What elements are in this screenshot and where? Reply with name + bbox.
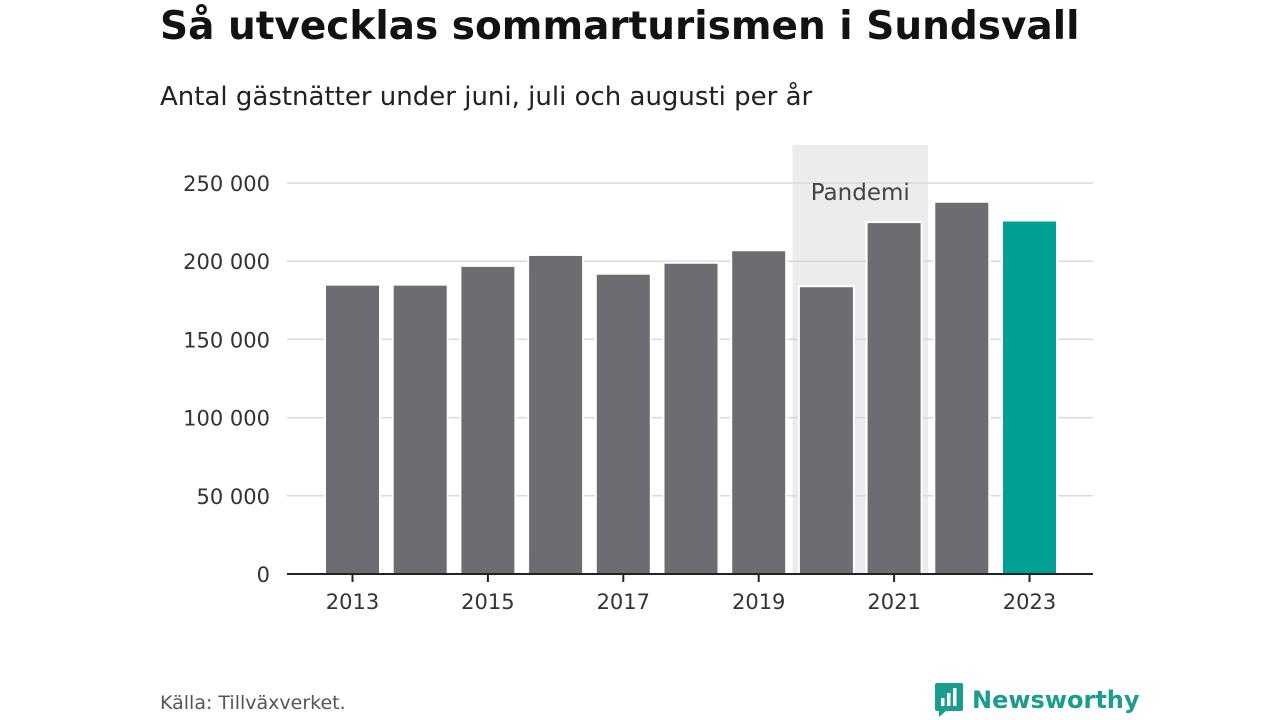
y-tick-label: 50 000	[197, 485, 270, 509]
x-tick-label: 2021	[867, 590, 920, 614]
x-tick-label: 2017	[597, 590, 650, 614]
x-tick-label: 2013	[326, 590, 379, 614]
x-tick-label: 2023	[1003, 590, 1056, 614]
bar-2020	[797, 285, 855, 575]
pandemic-label: Pandemi	[811, 180, 910, 206]
x-tick-label: 2019	[732, 590, 785, 614]
label-layer: Pandemi 0 50 000 100 000 150 000 200 000 250 0…	[183, 172, 1056, 614]
x-tick-label: 2015	[461, 590, 514, 614]
bar-2017	[594, 272, 652, 575]
source-note: Källa: Tillväxverket.	[160, 692, 346, 714]
bar-2023	[1001, 219, 1058, 575]
y-tick-label: 100 000	[183, 407, 270, 431]
bar-2018	[662, 261, 720, 575]
bar-2016	[527, 253, 585, 575]
newsworthy-logo-icon	[935, 683, 963, 717]
bar-2021	[865, 221, 923, 575]
bar-2022	[933, 200, 991, 575]
y-tick-label: 250 000	[183, 172, 270, 196]
chart-title: Så utvecklas sommarturismen i Sundsvall	[160, 4, 1080, 49]
y-tick-label: 150 000	[183, 328, 270, 352]
bar-chart: Pandemi 0 50 000 100 000 150 000 200 000 250 0…	[183, 145, 1093, 614]
bar-2014	[391, 283, 449, 575]
bar-2013	[324, 283, 381, 575]
bar-2019	[730, 249, 788, 575]
brand-name: Newsworthy	[972, 686, 1140, 714]
y-tick-label: 200 000	[183, 250, 270, 274]
bar-layer	[324, 200, 1058, 575]
chart-subtitle: Antal gästnätter under juni, juli och au…	[160, 82, 813, 112]
y-tick-label: 0	[257, 563, 270, 587]
bar-2015	[459, 264, 517, 575]
brand-logo: Newsworthy	[934, 682, 1140, 718]
axis-layer	[287, 573, 1093, 582]
